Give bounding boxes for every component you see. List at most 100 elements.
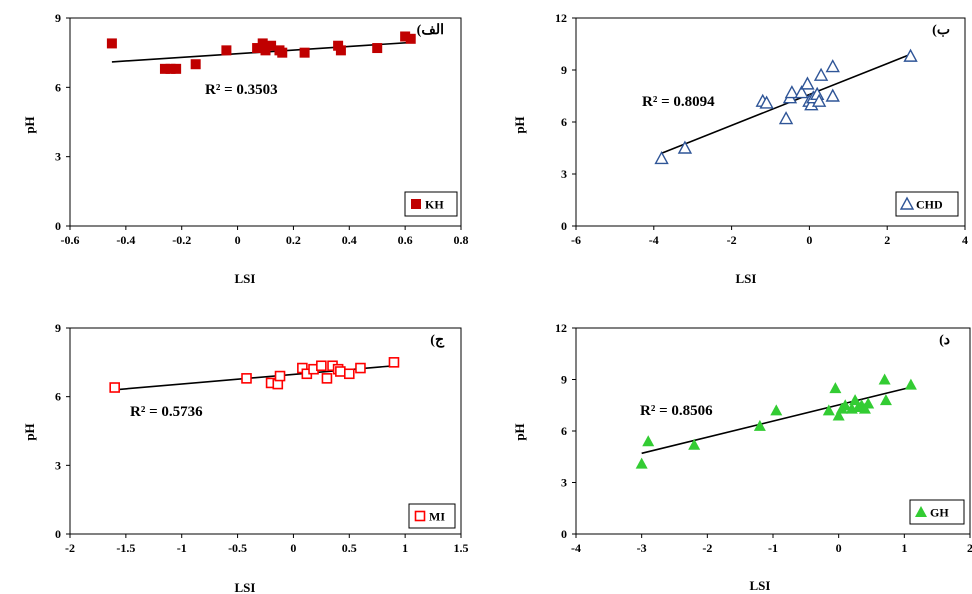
scatter-panel-1: -0.6 -0.4 -0.2 0 0.2 0.4 0.6 0.8 0 3 6 9 LSI pH R² = 0…	[22, 11, 469, 286]
scatter-panel-3: -2 -1.5 -1 -0.5 0 0.5 1 1.5 0 3 6 9 LSI pH R² = 0.5736…	[22, 321, 469, 594]
panel-label: (ب	[932, 23, 950, 38]
data-point	[654, 150, 669, 165]
panel-label: (ج	[430, 333, 445, 348]
data-point	[759, 95, 774, 109]
data-point	[190, 59, 201, 70]
y-tick-label: 0	[55, 219, 61, 233]
data-point	[260, 45, 271, 56]
y-tick-label: 3	[55, 458, 61, 472]
data-point	[109, 382, 120, 393]
data-point	[252, 43, 263, 54]
data-point	[813, 67, 829, 81]
x-tick-label: -2	[727, 233, 737, 247]
x-tick-label: -1.5	[116, 541, 135, 555]
data-point	[355, 362, 366, 374]
x-tick-label: 0.6	[398, 233, 413, 247]
y-axis-label: pH	[512, 116, 527, 133]
data-point	[878, 373, 891, 385]
y-tick-label: 0	[561, 527, 567, 541]
data-point	[159, 63, 170, 74]
x-tick-label: -0.2	[172, 233, 191, 247]
y-tick-label: 9	[55, 11, 61, 25]
data-point	[825, 88, 840, 102]
data-point	[266, 40, 277, 51]
trend-line	[641, 386, 912, 455]
legend: KH	[404, 191, 458, 217]
data-point	[825, 59, 840, 73]
plot-area	[69, 327, 462, 535]
legend: MI	[408, 503, 456, 529]
data-point	[903, 48, 918, 62]
data-point	[257, 38, 268, 49]
y-tick-label: 12	[555, 11, 567, 25]
x-tick-label: 0.5	[342, 541, 357, 555]
data-point	[753, 419, 766, 431]
x-tick-label: 0.2	[286, 233, 301, 247]
data-point	[677, 140, 693, 154]
data-point	[165, 63, 176, 74]
legend-label: GH	[930, 506, 949, 520]
data-point	[343, 368, 355, 380]
x-tick-label: -4	[649, 233, 659, 247]
data-point	[822, 404, 835, 416]
data-point	[299, 47, 310, 58]
legend: GH	[909, 499, 965, 525]
y-tick-label: 9	[55, 321, 61, 335]
plot-area	[575, 327, 971, 535]
data-point	[372, 43, 383, 54]
data-point	[277, 47, 288, 58]
data-point	[904, 378, 917, 390]
x-axis-label: LSI	[235, 271, 256, 286]
x-tick-label: 0.4	[342, 233, 357, 247]
data-point	[839, 399, 852, 411]
y-axis-label: pH	[512, 423, 527, 440]
data-point	[642, 435, 655, 447]
data-point	[784, 85, 800, 99]
legend: CHD	[895, 191, 959, 217]
x-tick-label: -1	[177, 541, 187, 555]
data-point	[811, 93, 827, 107]
data-point	[778, 111, 794, 125]
x-tick-label: 1.5	[454, 541, 469, 555]
x-tick-label: 0	[290, 541, 296, 555]
y-axis-label: pH	[22, 116, 37, 133]
y-tick-label: 9	[561, 63, 567, 77]
data-point	[106, 38, 117, 49]
x-tick-label: -0.4	[116, 233, 135, 247]
data-point	[794, 85, 809, 99]
x-tick-label: -2	[702, 541, 712, 555]
data-point	[829, 382, 842, 394]
data-point	[400, 31, 411, 42]
y-tick-label: 12	[555, 321, 567, 335]
data-point	[800, 76, 815, 90]
y-tick-label: 6	[561, 115, 567, 129]
y-tick-label: 9	[561, 373, 567, 387]
x-axis-label: LSI	[235, 580, 256, 594]
y-tick-label: 6	[55, 80, 61, 94]
y-tick-label: 0	[561, 219, 567, 233]
x-axis-label: LSI	[750, 578, 771, 593]
x-tick-label: 1	[901, 541, 907, 555]
x-tick-label: 0.8	[454, 233, 469, 247]
plot-area	[575, 17, 966, 227]
data-point	[879, 394, 892, 406]
data-point	[171, 63, 182, 74]
x-tick-label: 0	[836, 541, 842, 555]
y-tick-label: 6	[55, 390, 61, 404]
y-tick-label: 3	[561, 167, 567, 181]
x-tick-label: -2	[65, 541, 75, 555]
data-point	[688, 438, 701, 450]
data-point	[388, 357, 400, 368]
legend-marker	[414, 510, 426, 522]
legend-label: KH	[425, 198, 444, 212]
y-axis-label: pH	[22, 423, 37, 440]
r-squared-label: R² = 0.8506	[640, 403, 713, 419]
x-tick-label: -0.6	[61, 233, 80, 247]
x-tick-label: -6	[571, 233, 581, 247]
legend-marker	[411, 199, 421, 209]
x-tick-label: 4	[962, 233, 968, 247]
x-tick-label: -0.5	[228, 541, 247, 555]
data-point	[241, 373, 252, 384]
r-squared-label: R² = 0.8094	[642, 94, 715, 110]
x-tick-label: 1	[402, 541, 408, 555]
